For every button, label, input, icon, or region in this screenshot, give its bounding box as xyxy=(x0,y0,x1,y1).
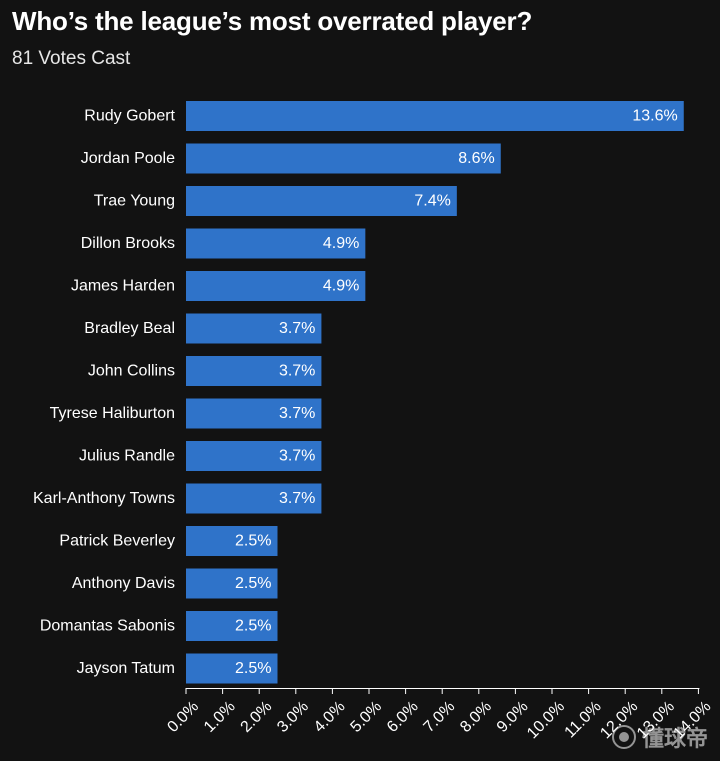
x-tick-label: 10.0% xyxy=(524,698,568,742)
bar xyxy=(186,526,278,556)
data-label: 4.9% xyxy=(323,235,359,252)
category-label: Julius Randle xyxy=(79,448,175,465)
x-tick-label: 8.0% xyxy=(457,698,495,736)
x-tick-label: 6.0% xyxy=(384,698,422,736)
data-label: 3.7% xyxy=(279,490,315,507)
bar xyxy=(186,313,322,344)
category-label: Karl-Anthony Towns xyxy=(33,490,175,507)
category-label: Anthony Davis xyxy=(72,575,175,592)
data-label: 3.7% xyxy=(279,448,315,465)
bar xyxy=(186,653,278,684)
category-label: Jordan Poole xyxy=(81,150,175,167)
x-tick-label: 1.0% xyxy=(201,698,239,736)
bar xyxy=(186,356,322,386)
data-label: 8.6% xyxy=(458,150,494,167)
bar xyxy=(186,441,322,471)
data-label: 2.5% xyxy=(235,618,271,635)
data-label: 2.5% xyxy=(235,533,271,550)
category-label: John Collins xyxy=(88,363,175,380)
bar xyxy=(186,228,366,259)
x-tick-label: 7.0% xyxy=(421,698,459,736)
category-label: Jayson Tatum xyxy=(77,660,175,677)
x-tick-label: 5.0% xyxy=(347,698,385,736)
data-label: 7.4% xyxy=(414,193,450,210)
category-label: Domantas Sabonis xyxy=(40,618,175,635)
bar xyxy=(186,483,322,514)
data-label: 4.9% xyxy=(323,278,359,295)
x-tick-label: 0.0% xyxy=(164,698,202,736)
bar xyxy=(186,186,457,216)
category-label: Dillon Brooks xyxy=(81,235,175,252)
data-label: 3.7% xyxy=(279,405,315,422)
category-label: Trae Young xyxy=(94,193,175,210)
category-label: Rudy Gobert xyxy=(84,108,175,125)
football-logo-icon xyxy=(611,725,636,749)
watermark-text: 懂球帝 xyxy=(641,726,708,751)
data-label: 3.7% xyxy=(279,363,315,380)
bar xyxy=(186,143,501,174)
bar xyxy=(186,568,278,599)
bar xyxy=(186,398,322,429)
category-label: Tyrese Haliburton xyxy=(50,405,175,422)
category-label: James Harden xyxy=(71,278,175,295)
data-label: 3.7% xyxy=(279,320,315,337)
category-label: Bradley Beal xyxy=(84,320,175,337)
x-tick-label: 11.0% xyxy=(562,698,605,741)
bar xyxy=(186,271,366,301)
data-label: 2.5% xyxy=(235,575,271,592)
chart-subtitle: 81 Votes Cast xyxy=(12,48,131,69)
data-label: 2.5% xyxy=(235,660,271,677)
chart-title: Who’s the league’s most overrated player… xyxy=(12,6,533,36)
bar xyxy=(186,101,684,131)
x-tick-label: 4.0% xyxy=(311,698,349,736)
watermark: 懂球帝 xyxy=(611,721,708,753)
x-tick-label: 2.0% xyxy=(238,698,276,736)
data-label: 13.6% xyxy=(632,108,677,125)
bar xyxy=(186,611,278,641)
category-label: Patrick Beverley xyxy=(59,533,175,550)
x-tick-label: 3.0% xyxy=(274,698,312,736)
